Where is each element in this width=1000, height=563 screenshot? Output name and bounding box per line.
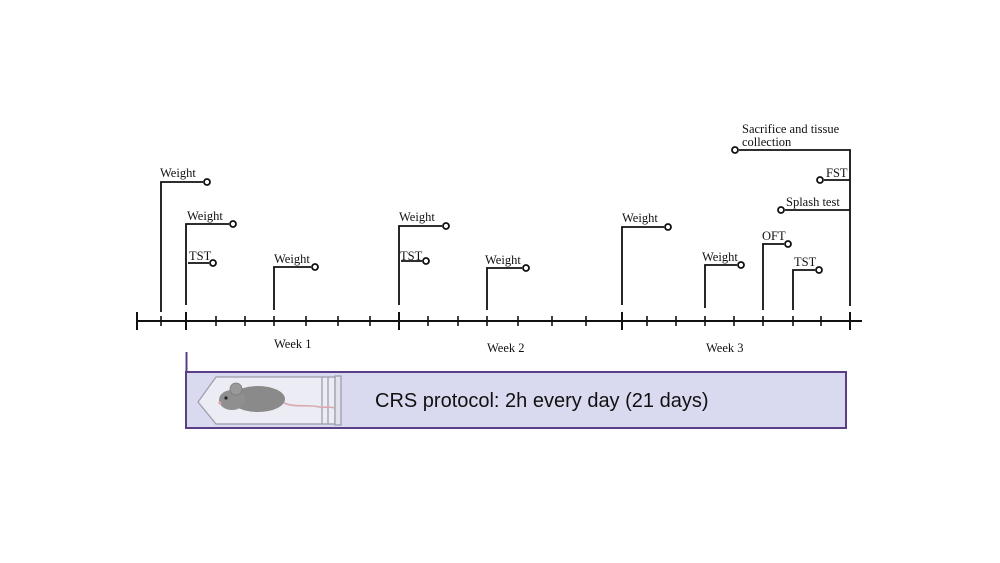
event-label: Weight xyxy=(702,250,738,264)
event-marker-end xyxy=(229,220,237,228)
event-label: Weight xyxy=(399,210,435,224)
protocol-banner: CRS protocol: 2h every day (21 days) xyxy=(185,352,847,429)
event-label: Sacrifice and tissue xyxy=(742,122,840,136)
protocol-label: CRS protocol: 2h every day (21 days) xyxy=(375,390,709,412)
event-marker-end xyxy=(664,223,672,231)
mouse-head xyxy=(219,390,245,410)
event-marker-end xyxy=(203,178,211,186)
event-label: Splash test xyxy=(786,195,840,209)
event-marker-end xyxy=(442,222,450,230)
event-label: Weight xyxy=(274,252,310,266)
event-label: Weight xyxy=(160,166,196,180)
event-marker xyxy=(762,243,784,310)
event-label: Weight xyxy=(622,211,658,225)
week-label: Week 3 xyxy=(706,341,744,355)
event-marker xyxy=(739,149,851,306)
mouse-eye xyxy=(224,396,228,400)
week-label: Week 1 xyxy=(274,337,312,351)
event-marker-end xyxy=(737,261,745,269)
event-marker-end xyxy=(815,266,823,274)
event-marker xyxy=(185,223,229,305)
event-marker-end xyxy=(784,240,792,248)
mouse-nose xyxy=(218,401,222,405)
event-label: Weight xyxy=(485,253,521,267)
event-marker xyxy=(621,226,664,305)
event-marker xyxy=(398,225,442,305)
week-labels: Week 1 Week 2 Week 3 xyxy=(274,337,744,355)
event-labels: Weight Weight TST Weight Weight TST Weig… xyxy=(160,122,848,269)
event-marker xyxy=(792,269,815,310)
event-marker-end xyxy=(816,176,824,184)
event-markers xyxy=(160,146,851,312)
event-marker xyxy=(704,264,737,308)
event-marker-end xyxy=(209,259,217,267)
event-label: TST xyxy=(794,255,817,269)
mouse-in-restraint-tube-icon xyxy=(197,375,342,426)
mouse-ear xyxy=(229,382,243,396)
event-label-line2: collection xyxy=(742,135,792,149)
event-label: Weight xyxy=(187,209,223,223)
timeline-axis xyxy=(136,312,862,330)
event-marker-end xyxy=(422,257,430,265)
event-marker xyxy=(486,267,522,310)
event-label: OFT xyxy=(762,229,786,243)
event-marker-end xyxy=(777,206,785,214)
mouse-body xyxy=(231,386,285,412)
week-label: Week 2 xyxy=(487,341,525,355)
protocol-bar-border xyxy=(185,371,847,429)
event-marker xyxy=(273,266,311,310)
event-label: TST xyxy=(400,249,423,263)
event-label: FST xyxy=(826,166,848,180)
axis-minor-ticks xyxy=(160,316,822,326)
event-marker-end xyxy=(522,264,530,272)
mouse-tail xyxy=(283,402,335,409)
event-label: TST xyxy=(189,249,212,263)
tube-cap xyxy=(334,375,342,426)
event-marker-end xyxy=(731,146,739,154)
event-marker-end xyxy=(311,263,319,271)
event-marker xyxy=(160,181,203,312)
